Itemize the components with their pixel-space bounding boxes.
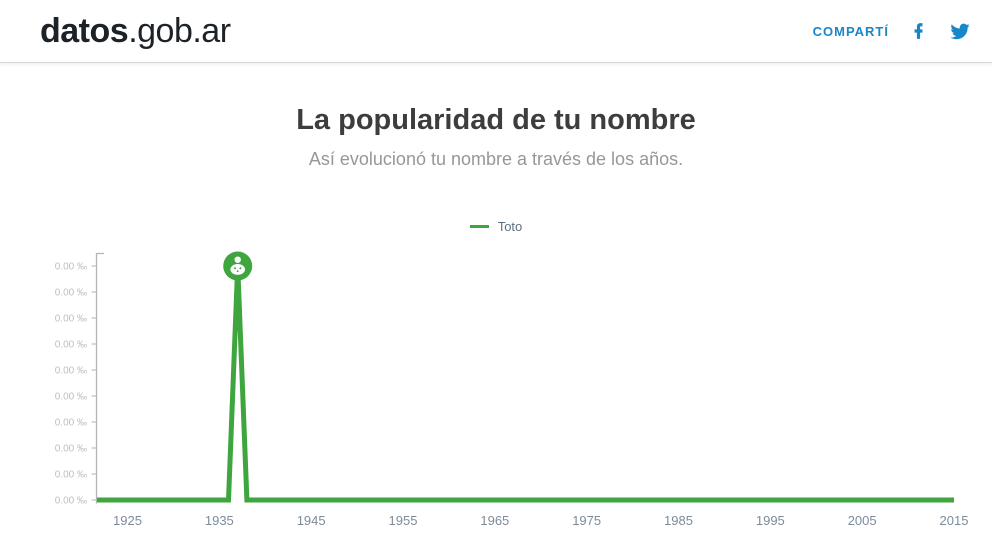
y-tick-label: 0.00 ‰ [55, 340, 87, 351]
series-line-toto [97, 266, 954, 503]
logo-gob-ar: .gob.ar [128, 12, 231, 50]
x-tick-label: 1975 [572, 513, 601, 528]
y-tick-label: 0.00 ‰ [55, 288, 87, 299]
y-tick-label: 0.00 ‰ [55, 366, 87, 377]
header: datos.gob.ar COMPARTÍ [0, 0, 992, 63]
facebook-icon[interactable] [909, 20, 928, 42]
baby-icon [234, 256, 241, 264]
baby-icon-eye-right [239, 267, 242, 270]
baby-icon-mouth [236, 270, 239, 273]
legend-line-swatch [469, 224, 489, 228]
legend-series-label: Toto [497, 218, 523, 234]
x-tick-label: 1965 [480, 513, 509, 528]
popularity-chart: 0.00 ‰ 0.00 ‰ 0.00 ‰ 0.00 ‰ 0.00 ‰ 0.00 ‰ 0.00… [55, 251, 969, 528]
y-tick-label: 0.00 ‰ [55, 262, 87, 273]
share-bar: COMPARTÍ [813, 20, 972, 42]
baby-icon-body [230, 264, 245, 276]
share-label[interactable]: COMPARTÍ [812, 23, 889, 39]
page-subtitle: Así evolucionó tu nombre a través de los… [308, 149, 684, 170]
y-tick-label: 0.00 ‰ [55, 444, 87, 455]
x-tick-label: 2005 [848, 513, 877, 528]
page-title: La popularidad de tu nombre [296, 104, 696, 136]
main-content: La popularidad de tu nombre Así evolucio… [0, 104, 992, 544]
x-tick-label: 2015 [940, 513, 969, 528]
y-tick-label: 0.00 ‰ [55, 418, 87, 429]
logo-datos: datos [40, 12, 129, 50]
y-tick-label: 0.00 ‰ [55, 314, 87, 325]
y-tick-label: 0.00 ‰ [55, 392, 87, 403]
x-tick-label: 1935 [205, 513, 234, 528]
y-axis [95, 253, 104, 504]
twitter-icon[interactable] [948, 20, 972, 42]
x-tick-label: 1925 [113, 513, 142, 528]
site-logo[interactable]: datos.gob.ar [40, 14, 231, 48]
y-tick-label: 0.00 ‰ [55, 470, 87, 481]
x-tick-label: 1955 [389, 513, 418, 528]
y-tick-label: 0.00 ‰ [55, 496, 87, 507]
x-tick-label: 1995 [756, 513, 785, 528]
x-tick-label: 1985 [664, 513, 693, 528]
x-tick-label: 1945 [297, 513, 326, 528]
baby-icon-eye-left [234, 267, 236, 270]
baby-marker[interactable] [223, 251, 253, 281]
chart-legend: Toto [0, 218, 992, 234]
